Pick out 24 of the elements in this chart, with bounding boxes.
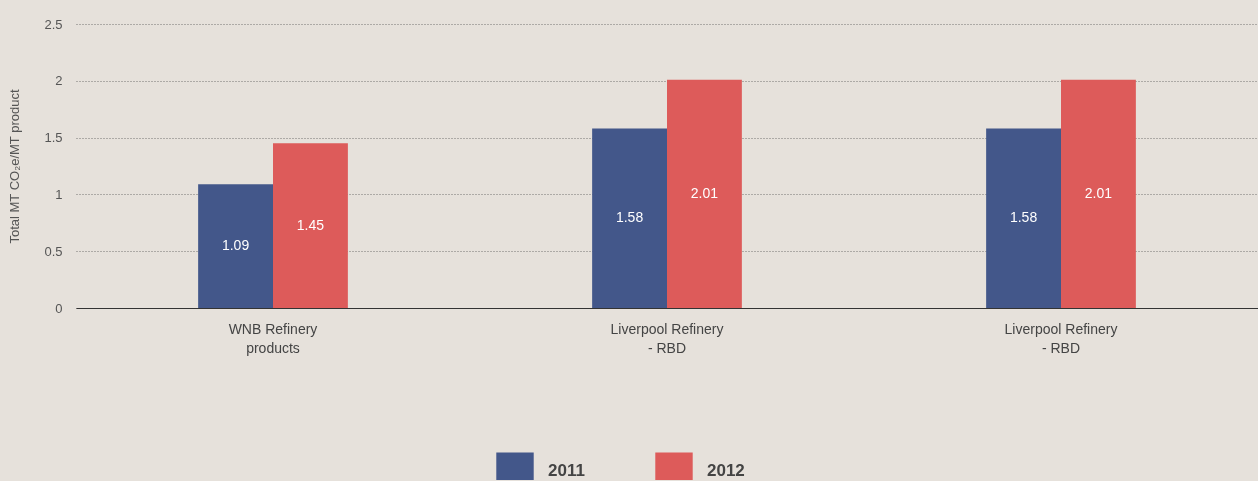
data-label: 1.45 — [296, 216, 325, 233]
bar — [1061, 79, 1136, 308]
y-tick-label: 1.5 — [44, 130, 63, 146]
data-label: 1.58 — [615, 209, 644, 226]
data-label: 1.09 — [221, 237, 250, 254]
x-tick-label: Liverpool Refinery - RBD — [1004, 320, 1118, 356]
bar — [198, 184, 273, 308]
y-tick-label: 2 — [55, 73, 63, 89]
data-label: 2.01 — [1084, 184, 1113, 201]
y-tick-label: 2.5 — [44, 16, 63, 32]
x-tick-label: WNB Refinery products — [228, 320, 318, 356]
y-axis-title: Total MT CO₂e/MT product — [7, 89, 23, 244]
y-tick-label: 1 — [55, 186, 63, 202]
bar — [986, 128, 1061, 308]
bar — [667, 79, 742, 308]
bar — [273, 143, 348, 308]
legend-label: 2011 — [548, 461, 585, 481]
data-label: 2.01 — [690, 184, 719, 201]
y-tick-label: 0 — [55, 300, 63, 316]
y-tick-label: 0.5 — [44, 243, 63, 259]
x-tick-label: Liverpool Refinery - RBD — [610, 320, 724, 356]
bar — [592, 128, 667, 308]
data-label: 1.58 — [1009, 209, 1038, 226]
legend-label: 2012 — [707, 461, 745, 481]
